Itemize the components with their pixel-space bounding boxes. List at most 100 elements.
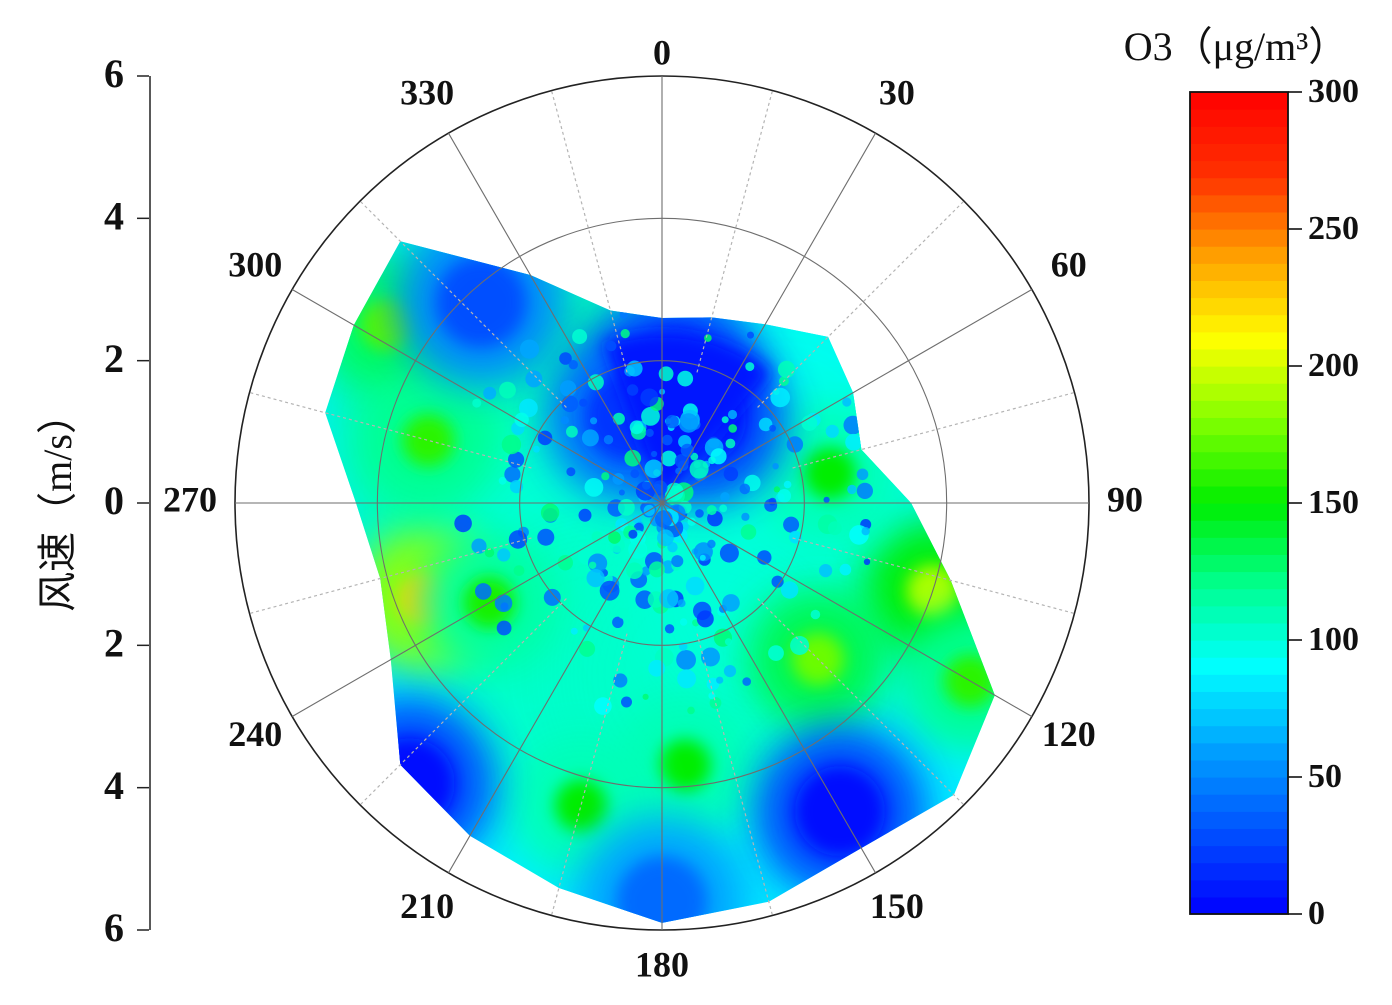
field-speckle: [665, 414, 679, 429]
field-speckle: [560, 416, 569, 425]
grid-spoke-minor: [550, 90, 628, 373]
colorbar: 0 50 100 150 200 250 300: [1189, 73, 1359, 932]
grid-spoke-minor: [359, 200, 567, 408]
coldspot-core: [436, 257, 527, 348]
field-speckle: [628, 529, 638, 539]
grid-spoke: [661, 289, 1033, 504]
field-speckle: [721, 416, 729, 424]
field-speckle: [839, 563, 852, 576]
field-speckle: [608, 531, 621, 544]
field-speckle: [612, 412, 625, 425]
colorbar-band: [1190, 622, 1288, 641]
colorbar-band: [1190, 811, 1288, 829]
field-speckle: [626, 562, 643, 579]
polar-grid: [234, 75, 1090, 931]
colorbar-band: [1190, 468, 1288, 487]
field-speckle: [471, 538, 487, 554]
hotspot-core: [402, 414, 455, 467]
direction-labels: 0 30 60 90 120 150 180 210 240 270 300 330: [163, 32, 1143, 984]
field-speckle: [690, 452, 699, 461]
field-speckle: [454, 514, 472, 533]
field-speckle: [630, 469, 640, 479]
field-speckle: [566, 425, 578, 438]
direction-label: 240: [228, 714, 282, 754]
field-speckle: [693, 542, 713, 562]
colorbar-band: [1190, 143, 1288, 162]
colorbar-tick-label: 0: [1308, 895, 1325, 932]
field-speckle: [620, 329, 630, 339]
field-speckle: [519, 398, 538, 418]
field-speckle: [770, 387, 790, 408]
colorbar-tick-label: 300: [1308, 73, 1359, 110]
colorbar-band: [1190, 331, 1288, 350]
colorbar-band: [1190, 794, 1288, 812]
field-speckle: [783, 516, 800, 533]
field-speckle: [728, 424, 737, 433]
field-speckle: [475, 583, 492, 600]
field-speckle: [696, 610, 714, 628]
field-speckle: [742, 677, 751, 686]
field-speckle: [581, 429, 599, 447]
grid-spoke: [661, 132, 876, 504]
field-speckle: [497, 548, 511, 562]
field-speckle: [641, 566, 651, 576]
field-speckle: [786, 436, 804, 453]
colorbar-band: [1190, 571, 1288, 590]
field-speckle: [720, 492, 730, 502]
colorbar-tick-label: 100: [1308, 621, 1359, 658]
field-speckle: [845, 433, 862, 451]
colorbar-band: [1190, 828, 1288, 847]
field-speckle: [499, 381, 516, 399]
field-speckle: [739, 483, 751, 495]
field-speckle: [621, 696, 632, 708]
field-speckle: [579, 398, 588, 407]
field-speckle: [771, 575, 784, 588]
field-speckle: [685, 576, 705, 596]
grid-spoke: [661, 502, 1033, 717]
field-speckle: [651, 450, 658, 458]
field-speckle: [557, 555, 573, 571]
field-speckle: [484, 548, 495, 558]
grid-spoke: [291, 289, 663, 504]
field-speckle: [677, 669, 697, 689]
field-speckle: [847, 484, 857, 495]
field-speckle: [861, 527, 870, 536]
field-speckle: [594, 697, 612, 715]
axis-tick-label: 2: [104, 621, 124, 666]
field-speckle: [727, 409, 738, 420]
axis-tick-label: 4: [104, 763, 124, 808]
field-speckle: [513, 565, 525, 576]
colorbar-band: [1190, 845, 1288, 864]
field-speckle: [677, 599, 686, 608]
field-speckle: [525, 370, 543, 388]
field-speckle: [790, 636, 810, 655]
field-speckle: [745, 362, 755, 372]
colorbar-band: [1190, 657, 1288, 675]
colorbar-band: [1190, 742, 1288, 761]
field-speckle: [504, 466, 521, 483]
field-speckle: [783, 480, 792, 489]
field-speckle: [810, 609, 821, 620]
field-speckle: [828, 521, 842, 536]
field-speckle: [769, 424, 776, 432]
field-speckle: [768, 645, 784, 661]
colorbar-band: [1190, 246, 1288, 264]
grid-spoke: [448, 502, 663, 874]
colorbar-band: [1190, 503, 1288, 521]
field-speckle: [825, 424, 839, 438]
field-speckle: [707, 539, 716, 549]
grid-spoke: [291, 502, 663, 717]
field-speckle: [757, 550, 772, 565]
axis-tick-label: 6: [104, 905, 124, 950]
field-speckle: [540, 503, 560, 522]
field-speckle: [679, 618, 688, 626]
field-speckle: [758, 417, 773, 432]
colorbar-band: [1190, 314, 1288, 333]
field-speckle: [645, 428, 654, 437]
grid-spoke-minor: [792, 537, 1075, 615]
grid-spoke-minor: [696, 633, 774, 916]
colorbar-band: [1190, 383, 1288, 401]
field-speckle: [584, 478, 604, 497]
field-speckle: [537, 430, 553, 446]
field-speckle: [664, 624, 675, 634]
